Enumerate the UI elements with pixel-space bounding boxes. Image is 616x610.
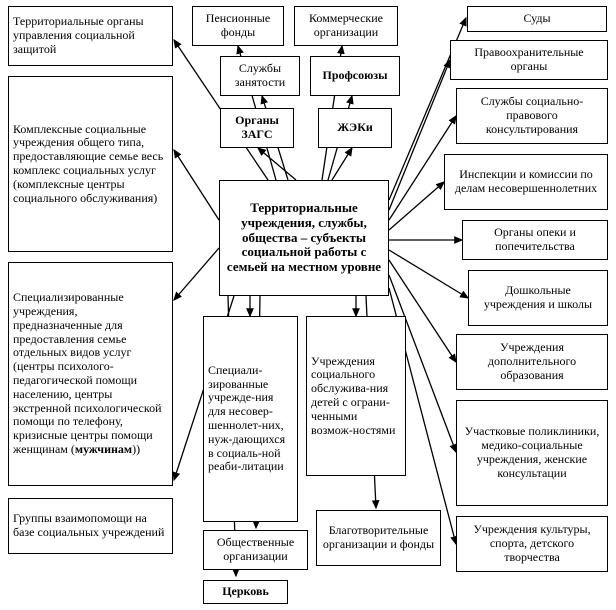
node-R7: Учреждения дополнительного образования xyxy=(456,334,608,390)
edge xyxy=(174,150,219,220)
node-T2: Коммерческие организации xyxy=(294,6,398,46)
node-T5: Органы ЗАГС xyxy=(220,108,294,148)
edge xyxy=(174,248,219,300)
node-label: Службы социально-правового консультирова… xyxy=(461,95,603,136)
edge xyxy=(258,148,296,180)
node-B3: Общественные организации xyxy=(203,530,308,570)
node-R5: Органы опеки и попечительства xyxy=(462,220,608,260)
node-label: Церковь xyxy=(222,585,269,599)
node-label: Комплексные социальные учреждения общего… xyxy=(13,123,168,206)
node-label: Инспекции и комиссии по делам несовершен… xyxy=(449,168,603,196)
node-label: Учреждения социального обслужива-ния дет… xyxy=(311,355,401,438)
node-label: Территориальные учреждения, службы, обще… xyxy=(224,201,384,276)
edge xyxy=(389,250,468,298)
node-label: Органы опеки и попечительства xyxy=(467,226,603,254)
node-label: Учреждения культуры, спорта, детского тв… xyxy=(461,523,603,564)
node-R9: Учреждения культуры, спорта, детского тв… xyxy=(456,516,608,572)
node-B2: Учреждения социального обслужива-ния дет… xyxy=(306,316,406,476)
node-center: Территориальные учреждения, службы, обще… xyxy=(219,180,389,296)
node-T1: Пенсионные фонды xyxy=(192,6,284,46)
node-T6: ЖЭКи xyxy=(318,108,392,148)
node-label: Профсоюзы xyxy=(323,69,388,83)
node-label: Дошкольные учреждения и школы xyxy=(473,284,603,312)
node-R1: Суды xyxy=(467,6,607,32)
node-R3: Службы социально-правового консультирова… xyxy=(456,88,608,144)
node-R4: Инспекции и комиссии по делам несовершен… xyxy=(444,154,608,210)
diagram-canvas: Территориальные учреждения, службы, обще… xyxy=(0,0,616,610)
node-label: Пенсионные фонды xyxy=(197,12,279,40)
node-label: Общественные организации xyxy=(208,536,303,564)
node-B5: Церковь xyxy=(203,580,288,604)
node-label: ЖЭКи xyxy=(337,121,373,135)
node-label: Группы взаимопомощи на базе социальных у… xyxy=(13,512,168,540)
node-L4: Группы взаимопомощи на базе социальных у… xyxy=(8,498,173,554)
node-label: Коммерческие организации xyxy=(299,12,393,40)
node-B4: Благотворительные организации и фонды xyxy=(316,510,441,566)
edge xyxy=(389,182,444,230)
node-label: Органы ЗАГС xyxy=(225,114,289,142)
node-B1: Специали-зированные учрежде-ния для несо… xyxy=(203,316,298,522)
node-label: Суды xyxy=(523,12,550,26)
node-label: Специали-зированные учрежде-ния для несо… xyxy=(208,364,293,474)
node-label: Участковые поликлиники, медико-социальны… xyxy=(461,425,603,480)
node-L1: Территориальные органы управления социал… xyxy=(8,6,173,66)
edge xyxy=(332,148,352,180)
node-label: Благотворительные организации и фонды xyxy=(321,524,436,552)
node-label: Службы занятости xyxy=(225,62,295,90)
node-label: Правоохранительные органы xyxy=(455,46,603,74)
node-label: Территориальные органы управления социал… xyxy=(13,15,168,56)
node-R2: Правоохранительные органы xyxy=(450,40,608,80)
node-label: Специализированные учреждения, предназна… xyxy=(13,291,168,457)
node-R8: Участковые поликлиники, медико-социальны… xyxy=(456,400,608,506)
node-L2: Комплексные социальные учреждения общего… xyxy=(8,76,173,252)
node-R6: Дошкольные учреждения и школы xyxy=(468,270,608,326)
node-label: Учреждения дополнительного образования xyxy=(461,341,603,382)
node-T3: Службы занятости xyxy=(220,56,300,96)
node-T4: Профсоюзы xyxy=(310,56,400,96)
node-L3: Специализированные учреждения, предназна… xyxy=(8,262,173,486)
